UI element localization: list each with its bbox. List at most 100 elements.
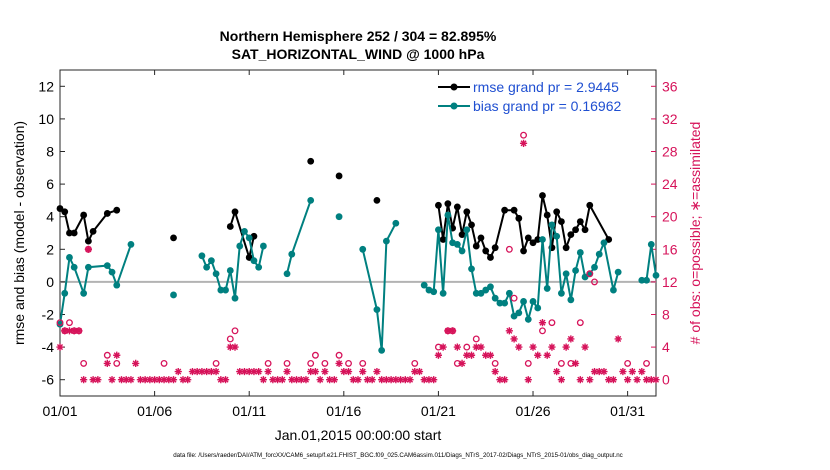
series-3-point-120 [628, 367, 636, 376]
series-3-point-106 [562, 343, 570, 351]
series-0-point-0 [56, 205, 64, 212]
series-1-point-21 [245, 234, 253, 242]
series-3-point-45 [273, 376, 282, 384]
series-2-point-34 [548, 319, 556, 327]
series-3-point-30 [203, 367, 211, 376]
series-3-point-49 [292, 376, 301, 384]
series-3-point-65 [368, 376, 376, 384]
series-3-point-94 [505, 327, 513, 335]
series-2-point-18 [335, 351, 343, 359]
series-3-point-35 [226, 343, 234, 351]
series-3-point-68 [382, 376, 390, 384]
series-1-point-76 [643, 276, 650, 284]
series-1-point-34 [420, 281, 428, 289]
series-3-point-74 [411, 367, 419, 376]
series-3-point-26 [184, 376, 192, 384]
series-1-point-41 [453, 241, 461, 248]
series-0-point-18 [439, 236, 447, 243]
y2-tick-label-2: 8 [662, 307, 670, 323]
series-3-point-75 [415, 367, 424, 376]
series-0-point-9 [170, 234, 177, 242]
y2-tick-label-1: 4 [662, 339, 670, 355]
series-3-point-21 [160, 376, 168, 384]
series-3-point-9 [103, 359, 111, 367]
series-2-point-39 [591, 278, 598, 286]
series-1-point-44 [468, 265, 475, 273]
series-0-point-19 [444, 200, 452, 208]
series-1-point-57 [529, 298, 537, 305]
series-2-point-10 [212, 359, 220, 367]
series-3-point-23 [169, 376, 178, 384]
series-3-point-104 [553, 367, 561, 376]
series-3-point-34 [221, 376, 230, 384]
series-3-point-46 [278, 376, 286, 384]
series-2-point-8 [113, 359, 121, 367]
x-tick-label-6: 01/31 [610, 403, 645, 419]
series-1-point-37 [435, 226, 442, 234]
series-1-point-63 [557, 289, 565, 297]
series-3-point-117 [614, 335, 622, 343]
series-3-point-14 [127, 376, 135, 384]
x-tick-label-3: 01/16 [326, 403, 361, 419]
series-1-line-0 [59, 244, 132, 325]
series-1-point-55 [520, 298, 527, 305]
series-1-point-31 [378, 346, 386, 354]
series-3-point-6 [84, 245, 92, 253]
y2-tick-label-8: 32 [662, 111, 678, 127]
series-3-point-53 [311, 367, 320, 376]
series-2-point-19 [345, 359, 352, 367]
series-3-point-110 [581, 343, 589, 351]
series-3-point-101 [538, 319, 547, 327]
series-3-point-62 [354, 376, 362, 384]
y-tick-label-7: 8 [46, 144, 54, 160]
chart-subtitle: SAT_HORIZONTAL_WIND @ 1000 hPa [232, 46, 485, 62]
series-3-point-56 [326, 376, 334, 384]
series-2-point-11 [226, 335, 234, 343]
series-3-point-79 [434, 351, 443, 359]
series-1-point-51 [501, 299, 509, 307]
series-3-point-111 [586, 376, 594, 384]
series-3-point-77 [425, 376, 433, 384]
series-1-point-72 [600, 239, 608, 247]
series-1-point-22 [250, 257, 258, 265]
series-3-point-86 [467, 351, 476, 359]
y-tick-label-5: 4 [46, 209, 54, 225]
series-1-point-14 [212, 270, 220, 278]
series-1-point-65 [567, 296, 575, 304]
y2-tick-label-9: 36 [662, 78, 678, 94]
series-3-point-116 [609, 376, 618, 384]
series-0-point-2 [66, 229, 73, 237]
series-0-point-36 [534, 236, 542, 243]
series-1-point-47 [482, 286, 490, 294]
series-1-point-7 [108, 268, 116, 276]
series-3-point-60 [344, 367, 353, 376]
series-2-point-2 [66, 319, 73, 327]
series-1-point-78 [652, 271, 660, 279]
series-1-point-56 [524, 315, 532, 323]
x-tick-label-2: 01/11 [232, 403, 266, 419]
y2-tick-label-0: 0 [662, 372, 670, 388]
series-1-point-49 [491, 294, 499, 302]
series-2-point-38 [586, 270, 594, 278]
series-3-point-90 [486, 351, 495, 359]
series-2-point-27 [472, 335, 480, 343]
series-3-point-25 [179, 376, 187, 384]
series-1-point-52 [505, 289, 513, 297]
series-3-point-72 [401, 376, 409, 384]
series-3-point-59 [340, 367, 348, 376]
series-3-point-91 [491, 367, 499, 376]
series-1-point-53 [510, 312, 518, 320]
y-tick-label-1: -4 [42, 339, 55, 355]
series-3-point-0 [56, 343, 64, 351]
series-0-point-5 [84, 237, 92, 245]
series-3-point-20 [155, 376, 163, 384]
series-1-point-54 [515, 309, 523, 317]
series-2-point-12 [231, 327, 239, 335]
y2-tick-label-4: 16 [662, 241, 678, 257]
series-3-point-84 [458, 359, 466, 367]
legend-rmse-marker [450, 83, 458, 91]
series-0-point-1 [61, 208, 69, 216]
series-1-point-18 [231, 294, 239, 302]
series-0-point-22 [458, 231, 466, 239]
